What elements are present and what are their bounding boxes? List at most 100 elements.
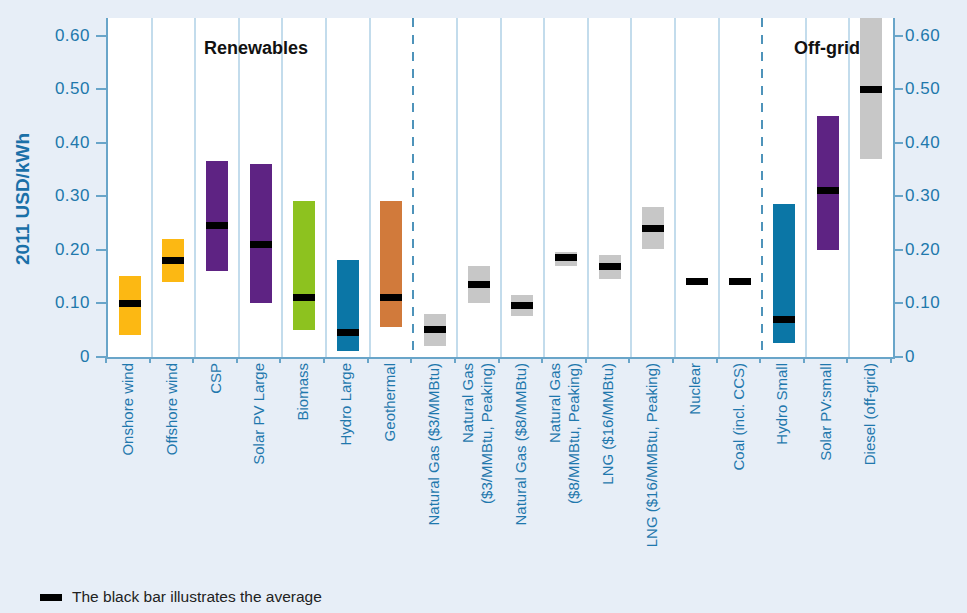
x-tick-mark [105, 357, 107, 363]
group-divider-dashed [761, 18, 763, 357]
grid-separator [674, 18, 676, 357]
y-tick-mark-left [96, 195, 106, 197]
range-bar-csp [206, 161, 228, 271]
y-tick-mark-right [893, 88, 903, 90]
legend: The black bar illustrates the average [40, 588, 322, 606]
average-marker-coal-incl-ccs [729, 278, 751, 285]
average-marker-solar-pv-large [250, 241, 272, 248]
y-tick-label-right: 0.20 [905, 240, 957, 260]
grid-separator [500, 18, 502, 357]
range-bar-geothermal [380, 201, 402, 327]
y-tick-label-right: 0.40 [905, 133, 957, 153]
y-tick-label-left: 0.20 [38, 240, 90, 260]
average-marker-nuclear [686, 278, 708, 285]
average-marker-lng-16-mmbtu [599, 263, 621, 270]
y-tick-mark-right [893, 249, 903, 251]
x-tick-mark [716, 357, 718, 363]
x-tick-mark [541, 357, 543, 363]
grid-separator [848, 18, 850, 357]
grid-separator [630, 18, 632, 357]
average-marker-geothermal [380, 294, 402, 301]
section-title-renewables: Renewables [204, 38, 308, 59]
average-marker-lng-16-mmbtu-peaking [642, 225, 664, 232]
average-marker-diesel-off-grid [860, 86, 882, 93]
y-tick-mark-right [893, 195, 903, 197]
x-axis-label-onshore-wind: Onshore wind [118, 363, 137, 578]
y-tick-label-right: 0.50 [905, 79, 957, 99]
x-tick-mark [585, 357, 587, 363]
y-tick-mark-left [96, 142, 106, 144]
x-axis-label-hydro-small: Hydro Small [772, 363, 791, 578]
average-marker-hydro-small [773, 316, 795, 323]
y-tick-mark-left [96, 35, 106, 37]
x-axis-label-solar-pv-small: Solar PV:small [816, 363, 835, 578]
grid-separator [281, 18, 283, 357]
average-marker-natural-gas-8-mmbtu [511, 302, 533, 309]
y-tick-label-right: 0.10 [905, 293, 957, 313]
x-tick-mark [367, 357, 369, 363]
y-tick-label-left: 0.10 [38, 293, 90, 313]
average-marker-offshore-wind [162, 257, 184, 264]
legend-label: The black bar illustrates the average [72, 588, 322, 606]
y-tick-mark-left [96, 88, 106, 90]
x-tick-mark [672, 357, 674, 363]
grid-separator [238, 18, 240, 357]
x-tick-mark [628, 357, 630, 363]
grid-separator [587, 18, 589, 357]
x-axis-label-natural-gas-3-mmbtu: Natural Gas ($3/MMBtu) [424, 363, 443, 578]
y-tick-mark-right [893, 356, 903, 358]
grid-separator [194, 18, 196, 357]
x-axis-label-diesel-off-grid: Diesel (off-grid) [860, 363, 879, 578]
average-marker-natural-gas-3-mmbtu-peaking [468, 281, 490, 288]
x-axis-label-natural-gas-3-mmbtu-peaking: Natural Gas($3/MMBtu, Peaking) [458, 363, 496, 578]
x-tick-mark [846, 357, 848, 363]
plot-area [106, 18, 895, 359]
y-tick-label-left: 0.40 [38, 133, 90, 153]
grid-separator [718, 18, 720, 357]
x-axis-label-csp: CSP [206, 363, 225, 578]
group-divider-dashed [412, 18, 414, 357]
y-tick-label-left: 0.60 [38, 26, 90, 46]
grid-separator [369, 18, 371, 357]
range-bar-solar-pv-small [817, 116, 839, 250]
y-tick-label-left: 0.50 [38, 79, 90, 99]
average-marker-solar-pv-small [817, 187, 839, 194]
x-axis-label-offshore-wind: Offshore wind [162, 363, 181, 578]
x-tick-mark [279, 357, 281, 363]
average-marker-csp [206, 222, 228, 229]
average-marker-natural-gas-8-mmbtu-peaking [555, 254, 577, 261]
x-axis-label-lng-16-mmbtu: LNG ($16/MMBtu) [598, 363, 617, 578]
cost-range-chart: 2011 USD/kWh Renewables Off-grid The bla… [0, 0, 967, 613]
y-axis-title: 2011 USD/kWh [12, 115, 34, 265]
average-marker-natural-gas-3-mmbtu [424, 326, 446, 333]
y-tick-label-left: 0 [38, 347, 90, 367]
y-tick-mark-right [893, 35, 903, 37]
grid-separator [805, 18, 807, 357]
y-tick-mark-right [893, 302, 903, 304]
x-tick-mark [759, 357, 761, 363]
x-axis-label-solar-pv-large: Solar PV Large [249, 363, 268, 578]
y-tick-mark-left [96, 302, 106, 304]
x-axis-label-hydro-large: Hydro Large [336, 363, 355, 578]
y-tick-label-right: 0.60 [905, 26, 957, 46]
x-tick-mark [323, 357, 325, 363]
y-tick-mark-left [96, 249, 106, 251]
x-axis-label-biomass: Biomass [293, 363, 312, 578]
x-axis-label-natural-gas-8-mmbtu-peaking: Natural Gas($8/MMBtu, Peaking) [545, 363, 583, 578]
y-tick-label-left: 0.30 [38, 186, 90, 206]
average-marker-hydro-large [337, 329, 359, 336]
grid-separator [456, 18, 458, 357]
y-tick-label-right: 0.30 [905, 186, 957, 206]
y-tick-mark-right [893, 142, 903, 144]
range-bar-hydro-large [337, 260, 359, 351]
x-tick-mark [498, 357, 500, 363]
x-axis-label-lng-16-mmbtu-peaking: LNG ($16/MMBtu, Peaking) [642, 363, 661, 578]
x-tick-mark [803, 357, 805, 363]
range-bar-biomass [293, 201, 315, 329]
grid-separator [325, 18, 327, 357]
x-tick-mark [236, 357, 238, 363]
average-marker-onshore-wind [119, 300, 141, 307]
x-tick-mark [890, 357, 892, 363]
grid-separator [151, 18, 153, 357]
average-bar-swatch-icon [40, 594, 62, 601]
